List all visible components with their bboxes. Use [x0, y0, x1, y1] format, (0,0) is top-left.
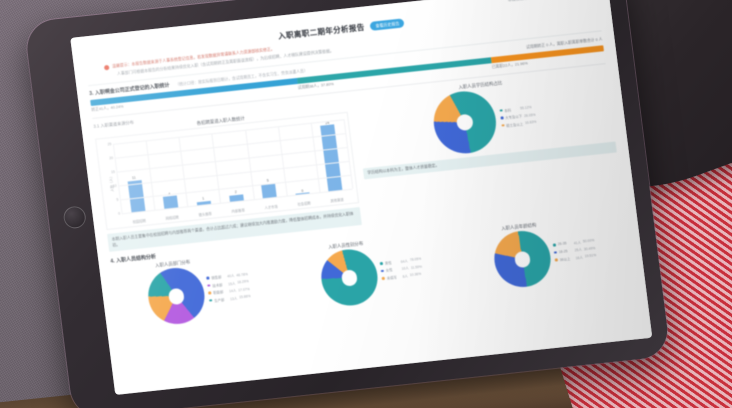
legend-value: 78.05%	[409, 257, 422, 263]
donut-top-panel: 入职人员学历结构占比 本科 55.12% 大专及以下 28.05% 硕士及以上 16.83…	[354, 69, 623, 225]
legend-label: 大专及以下	[504, 114, 523, 121]
tablet-screen: 本报告由系统自动生成 · 数据截止日期 2018-12-31 入职离职二期年分析…	[70, 0, 653, 396]
legend-sub: 15人	[227, 281, 236, 287]
legend-label: 18-25	[558, 249, 568, 255]
legend-value: 16.83%	[524, 119, 537, 125]
bar-chart-xtick: 网络招聘	[165, 214, 180, 221]
tablet-device: 本报告由系统自动生成 · 数据截止日期 2018-12-31 入职离职二期年分析…	[23, 0, 671, 408]
legend-color-dot	[501, 123, 505, 127]
legend-label: 技术部	[212, 282, 223, 288]
legend-value: 10.36%	[409, 272, 422, 278]
home-button[interactable]	[62, 205, 88, 230]
bar-chart-ytick: 15	[110, 169, 116, 174]
legend-color-dot	[499, 109, 503, 112]
legend-label: 男性	[384, 260, 392, 266]
legend-sub: 14人	[228, 288, 237, 294]
donut-legend: 销售部 40人 48.78% 技术部 15人 18.29% 职能部 14人 17.07% 生产部 1…	[206, 271, 251, 303]
legend-sub: 8人	[402, 274, 409, 279]
bar-chart-ytick: 5	[116, 197, 119, 202]
donut-with-caption: 入职人员性别分布	[318, 240, 382, 309]
legend-item[interactable]: 硕士及以上 16.83%	[501, 119, 537, 128]
legend-sub: 41人	[573, 240, 582, 246]
legend-item[interactable]: 36以上 16人 19.51%	[555, 253, 597, 262]
bar-chart-ytick: 10	[112, 183, 117, 188]
legend-sub: 16人	[575, 255, 584, 261]
bar-chart-xtick: 猎头推荐	[198, 211, 212, 217]
legend-label: 女性	[385, 268, 393, 273]
bar-chart-ytick: 20	[109, 155, 114, 160]
legend-item[interactable]: 生产部 13人 15.86%	[209, 294, 251, 303]
legend-color-dot	[554, 250, 558, 254]
legend-label: 36以上	[559, 256, 571, 262]
legend-value: 18.29%	[237, 279, 249, 285]
bar-chart-ytick: 0	[117, 211, 121, 216]
bar-chart-xtick: 人才市场	[264, 204, 278, 210]
legend-color-dot	[209, 299, 213, 302]
history-report-badge[interactable]: 查看历史报告	[370, 18, 405, 31]
legend-sub: 13人	[229, 296, 238, 301]
legend-color-dot	[207, 284, 211, 288]
legend-color-dot	[381, 276, 385, 280]
legend-label: 职能部	[213, 290, 224, 296]
bar-chart-xtick: 社会招聘	[297, 200, 311, 207]
legend-sub: 25人	[574, 248, 583, 253]
legend-value: 19.51%	[584, 253, 597, 259]
legend-value: 50.00%	[582, 238, 595, 244]
donut-hole	[168, 288, 186, 305]
legend-label: 未填写	[386, 275, 398, 281]
legend-value: 15.86%	[238, 294, 251, 300]
donut-panel: 入职人员年龄结构 26-35 41人 50.00% 18-25 25人 30.49% 36以上…	[457, 213, 632, 293]
legend-label: 生产部	[213, 297, 225, 303]
legend-label: 本科	[504, 107, 512, 113]
donut-hole	[455, 113, 474, 131]
legend-color-dot	[380, 261, 384, 265]
donut-with-caption: 入职人员年龄结构	[491, 222, 555, 291]
legend-sub: 64人	[400, 259, 409, 264]
warning-icon	[103, 64, 110, 70]
donut-hole	[514, 251, 532, 268]
donut-hole	[341, 269, 359, 287]
donut-legend: 男性 64人 78.05% 女性 10人 11.59% 未填写 8人 10.36%	[380, 257, 424, 281]
legend-value: 17.07%	[237, 286, 250, 293]
donut-top-legend: 本科 55.12% 大专及以下 28.05% 硕士及以上 16.83%	[499, 104, 537, 128]
legend-color-dot	[500, 116, 504, 120]
legend-color-dot	[381, 269, 384, 273]
donut-panel: 入职人员部门分布 销售部 40人 48.78% 技术部 15人 18.29% 职能部 14人 17…	[111, 250, 286, 330]
legend-sub: 10人	[401, 266, 410, 272]
donut-chart-1[interactable]	[318, 247, 382, 309]
legend-color-dot	[206, 276, 210, 280]
bar-chart-xtick: 其他渠道	[330, 197, 344, 203]
legend-item[interactable]: 未填写 8人 10.36%	[381, 272, 424, 281]
legend-value: 30.49%	[583, 246, 596, 252]
bar-chart-panel: 3.1 入职渠道来源分布 各招聘渠道入职人数统计 人数（人） 114125024…	[93, 96, 362, 253]
legend-sub: 40人	[227, 273, 235, 279]
bar-chart-xtick: 校园招聘	[132, 218, 147, 224]
donut-panel: 入职人员性别分布 男性 64人 78.05% 女性 10人 11.59% 未填写 8人 10.36…	[284, 232, 459, 312]
legend-value: 55.12%	[519, 105, 532, 111]
legend-color-dot	[553, 243, 557, 247]
donut-chart-education[interactable]	[430, 87, 500, 156]
donut-legend: 26-35 41人 50.00% 18-25 25人 30.49% 36以上 16人 19.51…	[553, 238, 597, 262]
legend-color-dot	[208, 291, 212, 295]
donut-chart-2[interactable]	[491, 228, 555, 291]
bar-chart-ytick: 25	[107, 141, 112, 146]
legend-value: 28.05%	[523, 112, 536, 118]
legend-label: 硕士及以上	[505, 121, 524, 128]
legend-label: 销售部	[211, 275, 222, 281]
report-page: 本报告由系统自动生成 · 数据截止日期 2018-12-31 入职离职二期年分析…	[70, 0, 653, 396]
legend-label: 26-35	[557, 241, 567, 247]
legend-value: 48.78%	[236, 271, 249, 278]
legend-value: 11.59%	[410, 264, 423, 270]
legend-color-dot	[555, 258, 558, 262]
donut-with-caption: 入职人员部门分布	[145, 259, 209, 328]
bar-chart-xtick: 内部推荐	[231, 207, 245, 214]
donut-chart-0[interactable]	[145, 265, 209, 328]
